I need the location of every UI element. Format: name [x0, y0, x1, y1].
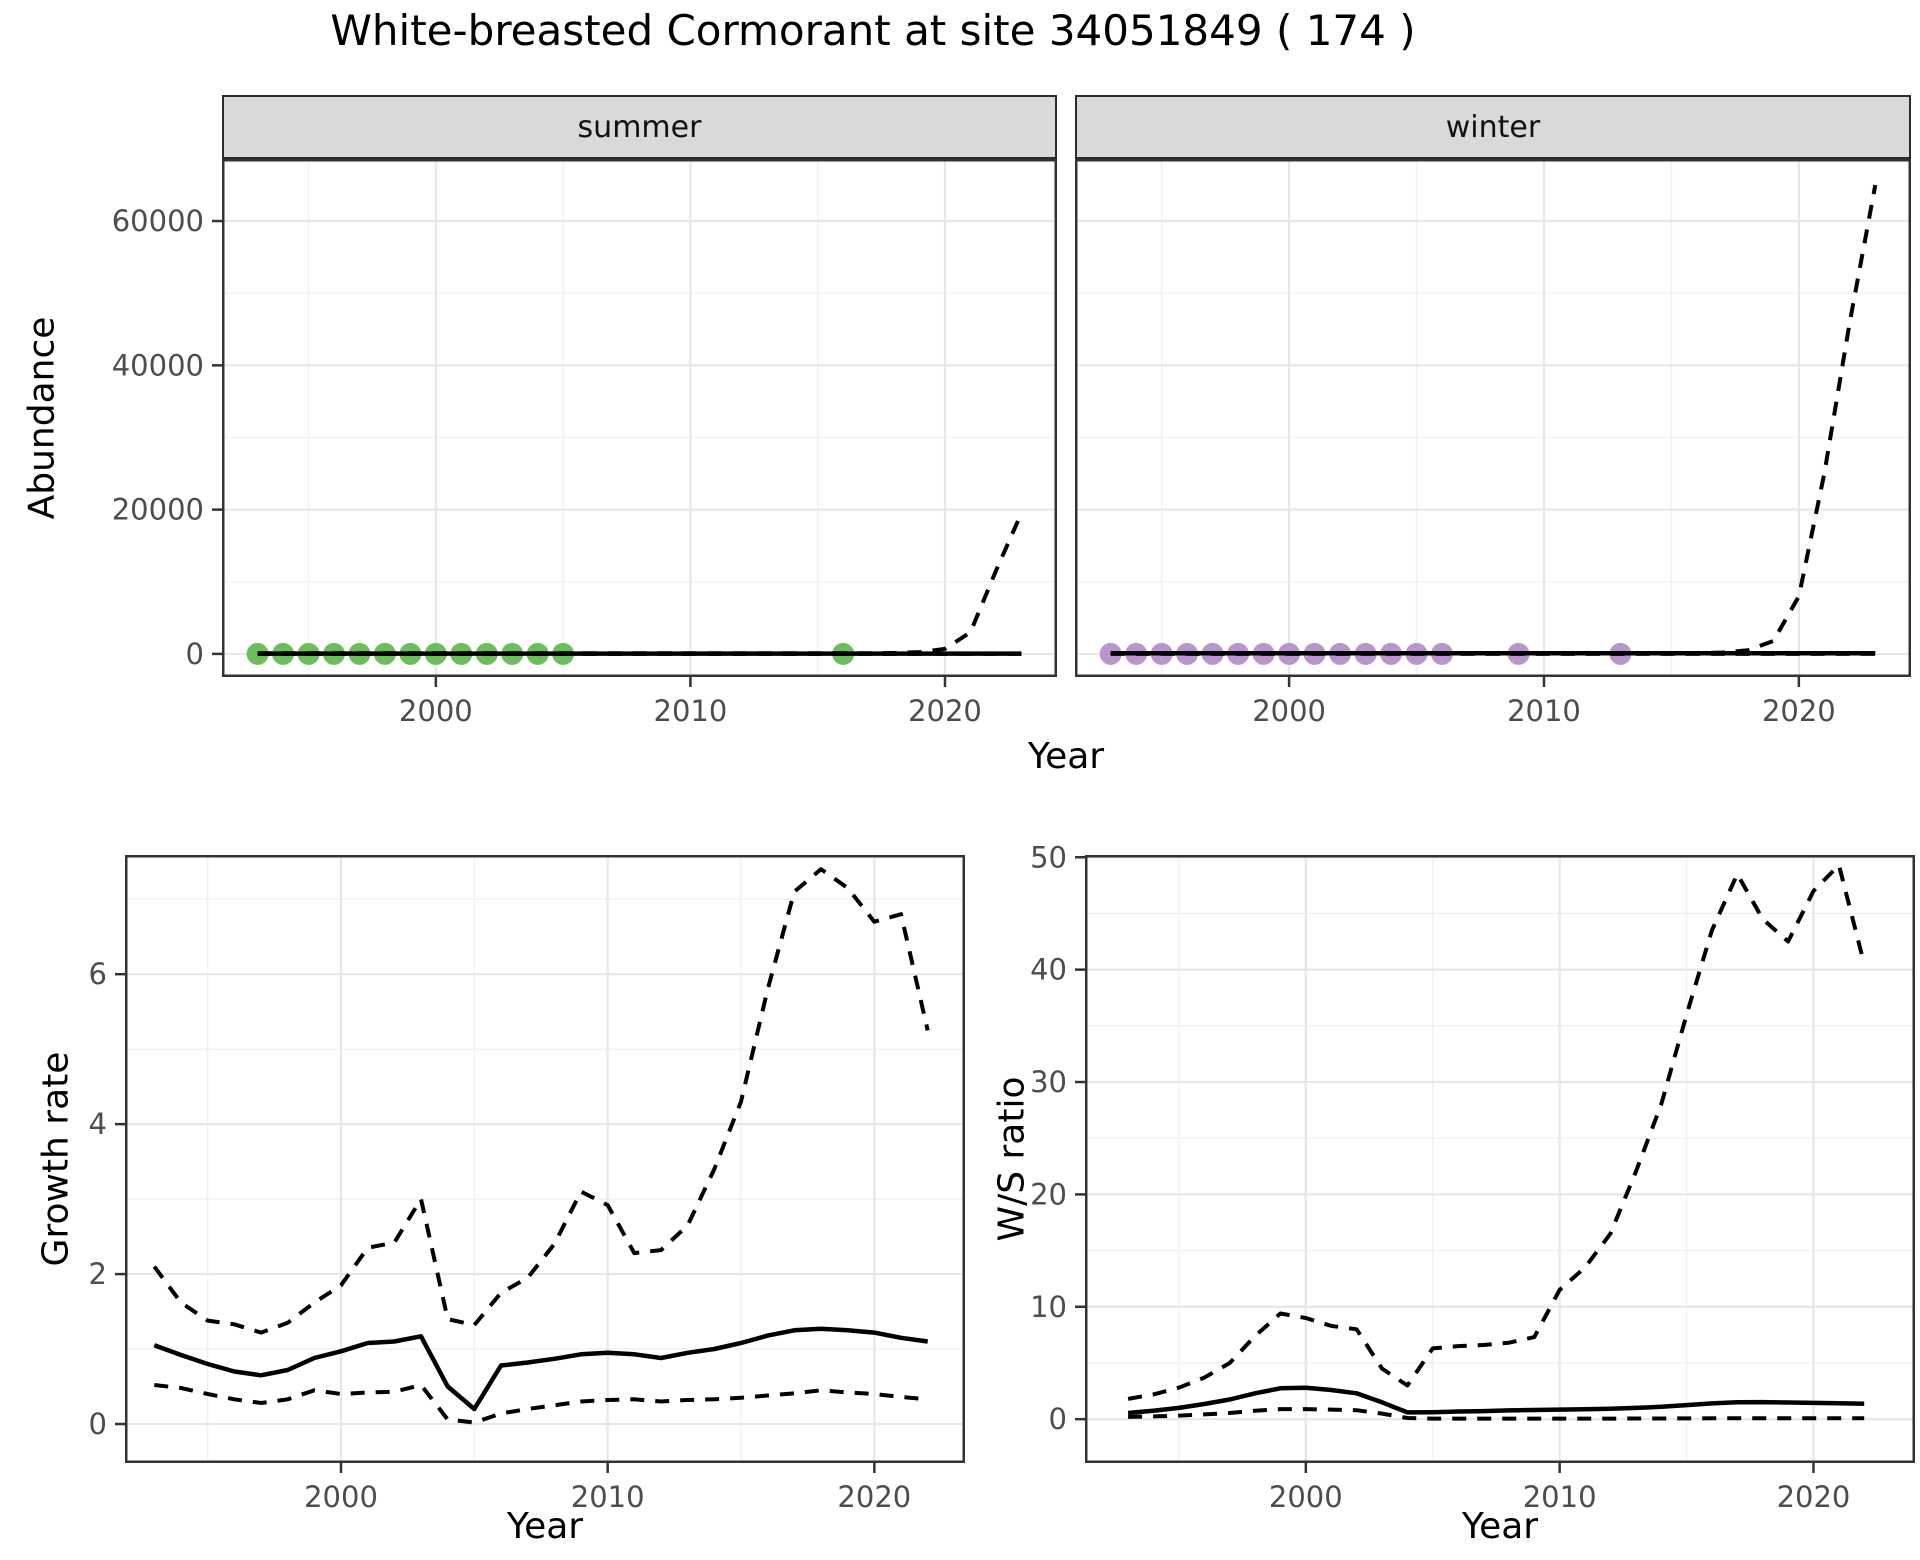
x-tick-label: 2020 [837, 1480, 911, 1514]
series-line-lower_ci [154, 1383, 928, 1425]
panel-background [1075, 159, 1911, 677]
x-tick-label: 2000 [399, 694, 473, 728]
x-axis-title-year-growth: Year [506, 1506, 584, 1547]
y-tick-label: 40 [1030, 953, 1067, 987]
y-axis-title-abundance: Abundance [21, 316, 63, 520]
facet-strip-winter-label: winter [1445, 109, 1541, 145]
y-tick-label: 20 [1030, 1177, 1067, 1211]
series-line-fit [153, 1326, 929, 1412]
facet-strip-winter: winter [1075, 95, 1911, 159]
panel-border [125, 855, 965, 1463]
y-tick-label: 0 [186, 637, 204, 671]
x-tick-label: 2000 [1252, 694, 1326, 728]
panel-border [222, 159, 1057, 677]
series-line-fit [1127, 1385, 1865, 1416]
y-tick-label: 20000 [112, 493, 204, 527]
panel-background [222, 159, 1057, 677]
facet-strip-summer-label: summer [577, 109, 702, 145]
y-axis-title-growth-rate: Growth rate [35, 1051, 77, 1267]
x-tick-label: 2010 [1523, 1480, 1597, 1514]
y-tick-label: 40000 [112, 348, 204, 382]
panel-border [1085, 855, 1915, 1463]
plot-title: White-breasted Cormorant at site 3405184… [330, 6, 1416, 55]
x-tick-label: 2000 [1269, 1480, 1343, 1514]
x-tick-label: 2000 [304, 1480, 378, 1514]
ws-ratio-plot: 2000 2010 2020 0 10 20 30 40 50 [1030, 840, 1915, 1514]
x-axis-title-year-ws: Year [1461, 1506, 1539, 1547]
x-tick-label: 2020 [1762, 694, 1836, 728]
series-line-upper_ci [1127, 863, 1867, 1401]
y-tick-label: 50 [1030, 840, 1067, 874]
observed-point [1099, 642, 1122, 665]
y-tick-label: 10 [1030, 1290, 1067, 1324]
x-axis-title-year-top: Year [1027, 736, 1105, 777]
x-tick-label: 2020 [908, 694, 982, 728]
panel-background [1085, 855, 1915, 1463]
x-tick-label: 2010 [1507, 694, 1581, 728]
x-tick-label: 2010 [571, 1480, 645, 1514]
y-tick-label: 0 [89, 1407, 107, 1441]
panel-border [1075, 159, 1911, 677]
x-tick-label: 2020 [1777, 1480, 1851, 1514]
growth-rate-plot: 2000 2010 2020 0 2 4 6 [89, 855, 965, 1514]
y-tick-label: 0 [1049, 1402, 1067, 1436]
y-tick-label: 4 [89, 1107, 107, 1141]
summer-abundance-plot: 2000 2010 2020 0 20000 40000 60000 [112, 159, 1057, 728]
y-tick-label: 30 [1030, 1065, 1067, 1099]
facet-strip-summer: summer [222, 95, 1057, 159]
series-line-upper_ci [152, 867, 930, 1335]
y-tick-label: 2 [89, 1257, 107, 1291]
y-tick-label: 6 [89, 957, 107, 991]
y-axis-title-ws-ratio: W/S ratio [991, 1076, 1033, 1242]
x-tick-label: 2010 [654, 694, 728, 728]
y-tick-label: 60000 [112, 204, 204, 238]
winter-abundance-plot: 2000 2010 2020 [1075, 159, 1911, 728]
